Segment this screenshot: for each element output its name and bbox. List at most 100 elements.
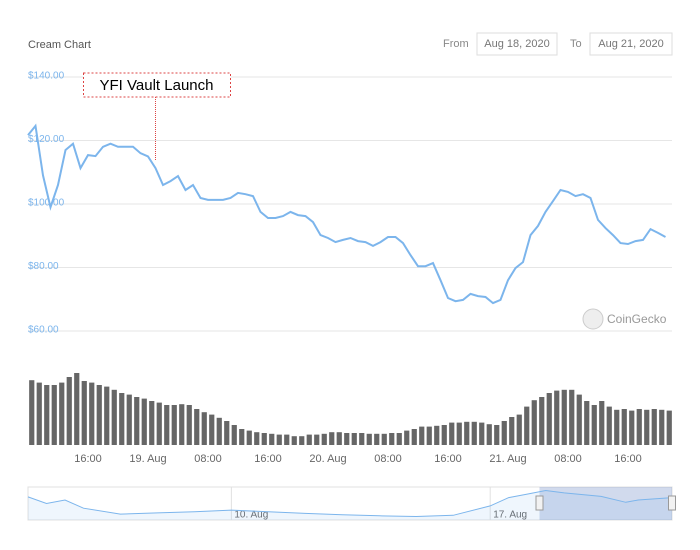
volume-bar: [291, 436, 297, 445]
volume-bar: [299, 436, 305, 445]
volume-bar: [381, 433, 387, 445]
to-label: To: [570, 38, 582, 50]
volume-bar: [614, 409, 620, 445]
volume-bar: [554, 390, 560, 445]
x-tick-label: 08:00: [554, 453, 582, 465]
volume-bar: [119, 393, 125, 445]
x-tick-label: 16:00: [74, 453, 102, 465]
volume-bar: [659, 409, 665, 445]
volume-bar: [539, 397, 545, 445]
volume-bar: [426, 426, 432, 445]
volume-bar: [111, 389, 117, 445]
volume-bar: [51, 385, 57, 445]
from-input[interactable]: [476, 32, 558, 56]
volume-bar: [621, 409, 627, 445]
to-input[interactable]: [589, 32, 673, 56]
volume-bar: [329, 432, 335, 445]
volume-bar: [216, 417, 222, 445]
volume-bar: [336, 432, 342, 445]
volume-bar: [141, 398, 147, 445]
from-date[interactable]: Aug 18, 2020: [484, 38, 549, 50]
volume-bar: [29, 380, 35, 445]
volume-bar: [591, 405, 597, 445]
volume-bar: [411, 429, 417, 445]
volume-bar: [359, 433, 365, 445]
volume-bar: [269, 433, 275, 445]
volume-bar: [104, 386, 110, 445]
volume-bar: [501, 421, 507, 445]
navigator-handle: [535, 495, 544, 511]
volume-bar: [584, 401, 590, 445]
navigator-tick-label: 10. Aug: [234, 510, 268, 521]
volume-bar: [89, 382, 95, 445]
x-tick-label: 08:00: [194, 453, 222, 465]
y-tick-label: $120.00: [28, 134, 65, 145]
annotation-text: YFI Vault Launch: [100, 77, 214, 94]
volume-bar: [531, 400, 537, 445]
volume-bar: [644, 409, 650, 445]
volume-bar: [666, 410, 672, 445]
volume-bar: [209, 414, 215, 445]
volume-bar: [239, 429, 245, 445]
volume-bar: [314, 434, 320, 445]
x-tick-label: 16:00: [254, 453, 282, 465]
volume-bar: [389, 433, 395, 445]
volume-bar: [231, 425, 237, 445]
x-tick-label: 19. Aug: [129, 453, 166, 465]
volume-bar: [81, 381, 87, 445]
volume-bar: [434, 425, 440, 445]
volume-bar: [276, 434, 282, 445]
y-tick-label: $80.00: [28, 261, 59, 272]
volume-bar: [599, 401, 605, 445]
volume-bar: [374, 433, 380, 445]
navigator-line: [27, 489, 673, 518]
volume-bar: [449, 422, 455, 445]
navigator-tick-label: 17. Aug: [493, 510, 527, 521]
volume-bar: [134, 397, 140, 445]
navigator-area: [28, 490, 672, 520]
annotation-box: [83, 72, 231, 98]
volume-bar: [509, 417, 515, 445]
x-tick-label: 21. Aug: [489, 453, 526, 465]
volume-bar: [261, 433, 267, 445]
volume-bar: [636, 409, 642, 445]
volume-bar: [321, 433, 327, 445]
watermark-logo: [582, 308, 604, 330]
volume-bar: [224, 421, 230, 445]
x-tick-label: 16:00: [434, 453, 462, 465]
volume-bar: [464, 421, 470, 445]
volume-bar: [606, 406, 612, 445]
volume-bar: [569, 389, 575, 445]
y-tick-label: $140.00: [28, 71, 65, 82]
volume-bar: [486, 424, 492, 445]
volume-bar: [149, 401, 155, 445]
volume-bar: [171, 405, 177, 445]
volume-bar: [516, 414, 522, 445]
to-date[interactable]: Aug 21, 2020: [598, 38, 663, 50]
volume-bar: [419, 426, 425, 445]
volume-bar: [164, 405, 170, 445]
volume-bar: [494, 425, 500, 445]
volume-bar: [179, 404, 185, 445]
volume-bar: [546, 393, 552, 445]
volume-bar: [59, 382, 65, 445]
volume-bar: [471, 421, 477, 445]
x-tick-label: 08:00: [374, 453, 402, 465]
volume-bar: [126, 394, 132, 445]
volume-bar: [306, 434, 312, 445]
volume-bar: [344, 433, 350, 445]
volume-bar: [284, 434, 290, 445]
volume-bar: [576, 394, 582, 445]
volume-bar: [561, 389, 567, 445]
volume-bar: [44, 385, 50, 445]
volume-bar: [74, 373, 80, 445]
volume-bar: [456, 422, 462, 445]
volume-bar: [366, 433, 372, 445]
navigator-handle: [668, 495, 676, 511]
volume-bar: [186, 405, 192, 445]
volume-bar: [96, 385, 102, 445]
volume-bar: [36, 382, 42, 445]
